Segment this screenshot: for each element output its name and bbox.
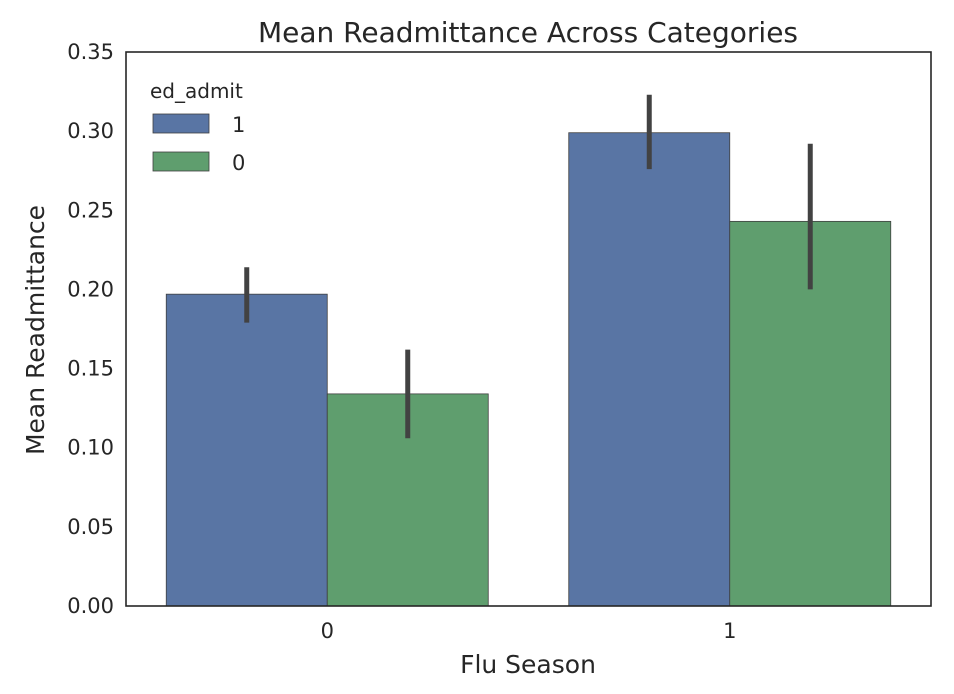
- legend-label-0: 0: [232, 151, 245, 175]
- y-tick-label: 0.20: [67, 277, 114, 301]
- plot-area: 0.00 0.05 0.10 0.15 0.20 0.25 0.30 0.35 0 1: [67, 40, 932, 643]
- y-tick-label: 0.00: [67, 594, 114, 618]
- legend-label-1: 1: [232, 113, 245, 137]
- y-tick-label: 0.25: [67, 198, 114, 222]
- y-tick-label: 0.30: [67, 119, 114, 143]
- legend-swatch-1: [152, 113, 210, 134]
- y-tick-label: 0.05: [67, 515, 114, 539]
- y-tick-label: 0.10: [67, 436, 114, 460]
- y-tick-label: 0.35: [67, 40, 114, 64]
- bar-series-1-cat-0: [165, 293, 328, 607]
- y-tick-label: 0.15: [67, 357, 114, 381]
- legend-title: ed_admit: [150, 79, 243, 103]
- legend-swatch-0: [152, 151, 210, 172]
- x-tick-label: 1: [723, 619, 736, 643]
- axes-frame: [125, 51, 932, 607]
- y-axis-label: Mean Readmittance: [21, 205, 50, 455]
- x-tick-label: 0: [321, 619, 334, 643]
- chart-title: Mean Readmittance Across Categories: [258, 16, 798, 49]
- x-axis-label: Flu Season: [460, 650, 596, 679]
- bar-series-1-cat-1: [568, 132, 731, 607]
- legend: ed_admit 1 0: [150, 79, 245, 175]
